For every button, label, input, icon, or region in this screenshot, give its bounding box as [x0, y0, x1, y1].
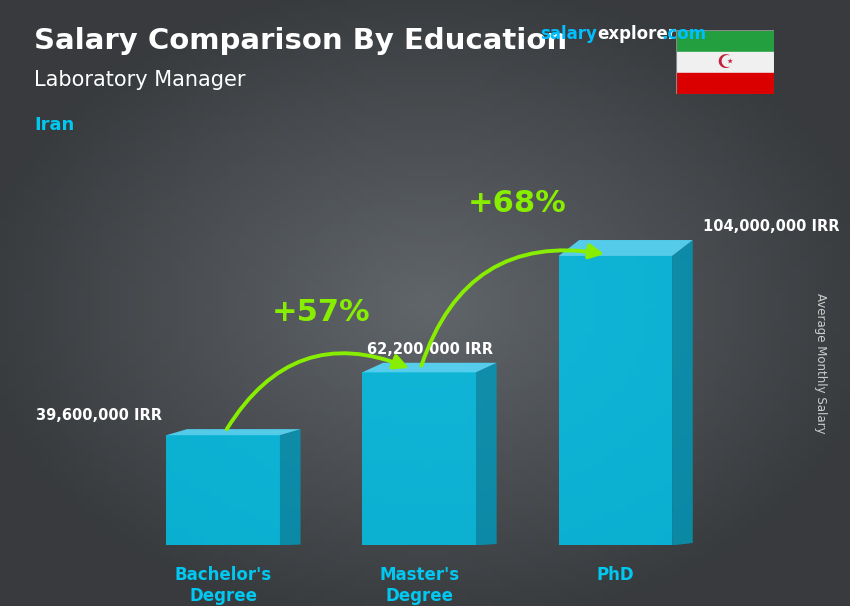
FancyArrowPatch shape: [422, 245, 600, 365]
Text: +57%: +57%: [272, 298, 371, 327]
Polygon shape: [167, 429, 301, 435]
Text: 62,200,000 IRR: 62,200,000 IRR: [366, 342, 493, 357]
Text: Bachelor's
Degree: Bachelor's Degree: [174, 566, 272, 605]
FancyArrowPatch shape: [227, 353, 405, 429]
Bar: [676, 73, 774, 94]
Polygon shape: [362, 372, 476, 545]
Polygon shape: [167, 435, 280, 545]
Text: Iran: Iran: [34, 116, 74, 135]
Bar: [676, 30, 774, 52]
Text: Salary Comparison By Education: Salary Comparison By Education: [34, 27, 567, 55]
Polygon shape: [672, 240, 693, 545]
Text: salary: salary: [540, 25, 597, 44]
Polygon shape: [558, 240, 693, 256]
Polygon shape: [476, 363, 496, 545]
Bar: [676, 52, 774, 73]
Text: Laboratory Manager: Laboratory Manager: [34, 70, 246, 90]
Text: 39,600,000 IRR: 39,600,000 IRR: [37, 408, 162, 424]
Text: Master's
Degree: Master's Degree: [379, 566, 459, 605]
Text: ☪: ☪: [716, 53, 734, 72]
Polygon shape: [558, 256, 672, 545]
Polygon shape: [280, 429, 301, 545]
Text: .com: .com: [661, 25, 706, 44]
Text: +68%: +68%: [468, 189, 567, 218]
Text: Average Monthly Salary: Average Monthly Salary: [813, 293, 827, 434]
Polygon shape: [362, 363, 496, 372]
Text: explorer: explorer: [598, 25, 677, 44]
Text: PhD: PhD: [597, 566, 634, 584]
Text: 104,000,000 IRR: 104,000,000 IRR: [703, 219, 840, 235]
